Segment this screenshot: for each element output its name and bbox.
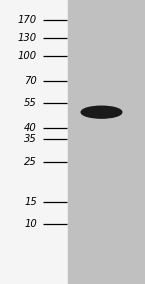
Text: 170: 170 — [18, 15, 37, 26]
Text: 25: 25 — [24, 157, 37, 168]
Text: 15: 15 — [24, 197, 37, 207]
Text: 55: 55 — [24, 98, 37, 108]
Ellipse shape — [81, 106, 122, 118]
Text: 35: 35 — [24, 134, 37, 144]
Text: 70: 70 — [24, 76, 37, 86]
Text: 10: 10 — [24, 219, 37, 229]
Text: 100: 100 — [18, 51, 37, 61]
Text: 40: 40 — [24, 123, 37, 133]
Text: 130: 130 — [18, 33, 37, 43]
Ellipse shape — [85, 108, 107, 117]
Bar — [68, 0, 145, 284]
